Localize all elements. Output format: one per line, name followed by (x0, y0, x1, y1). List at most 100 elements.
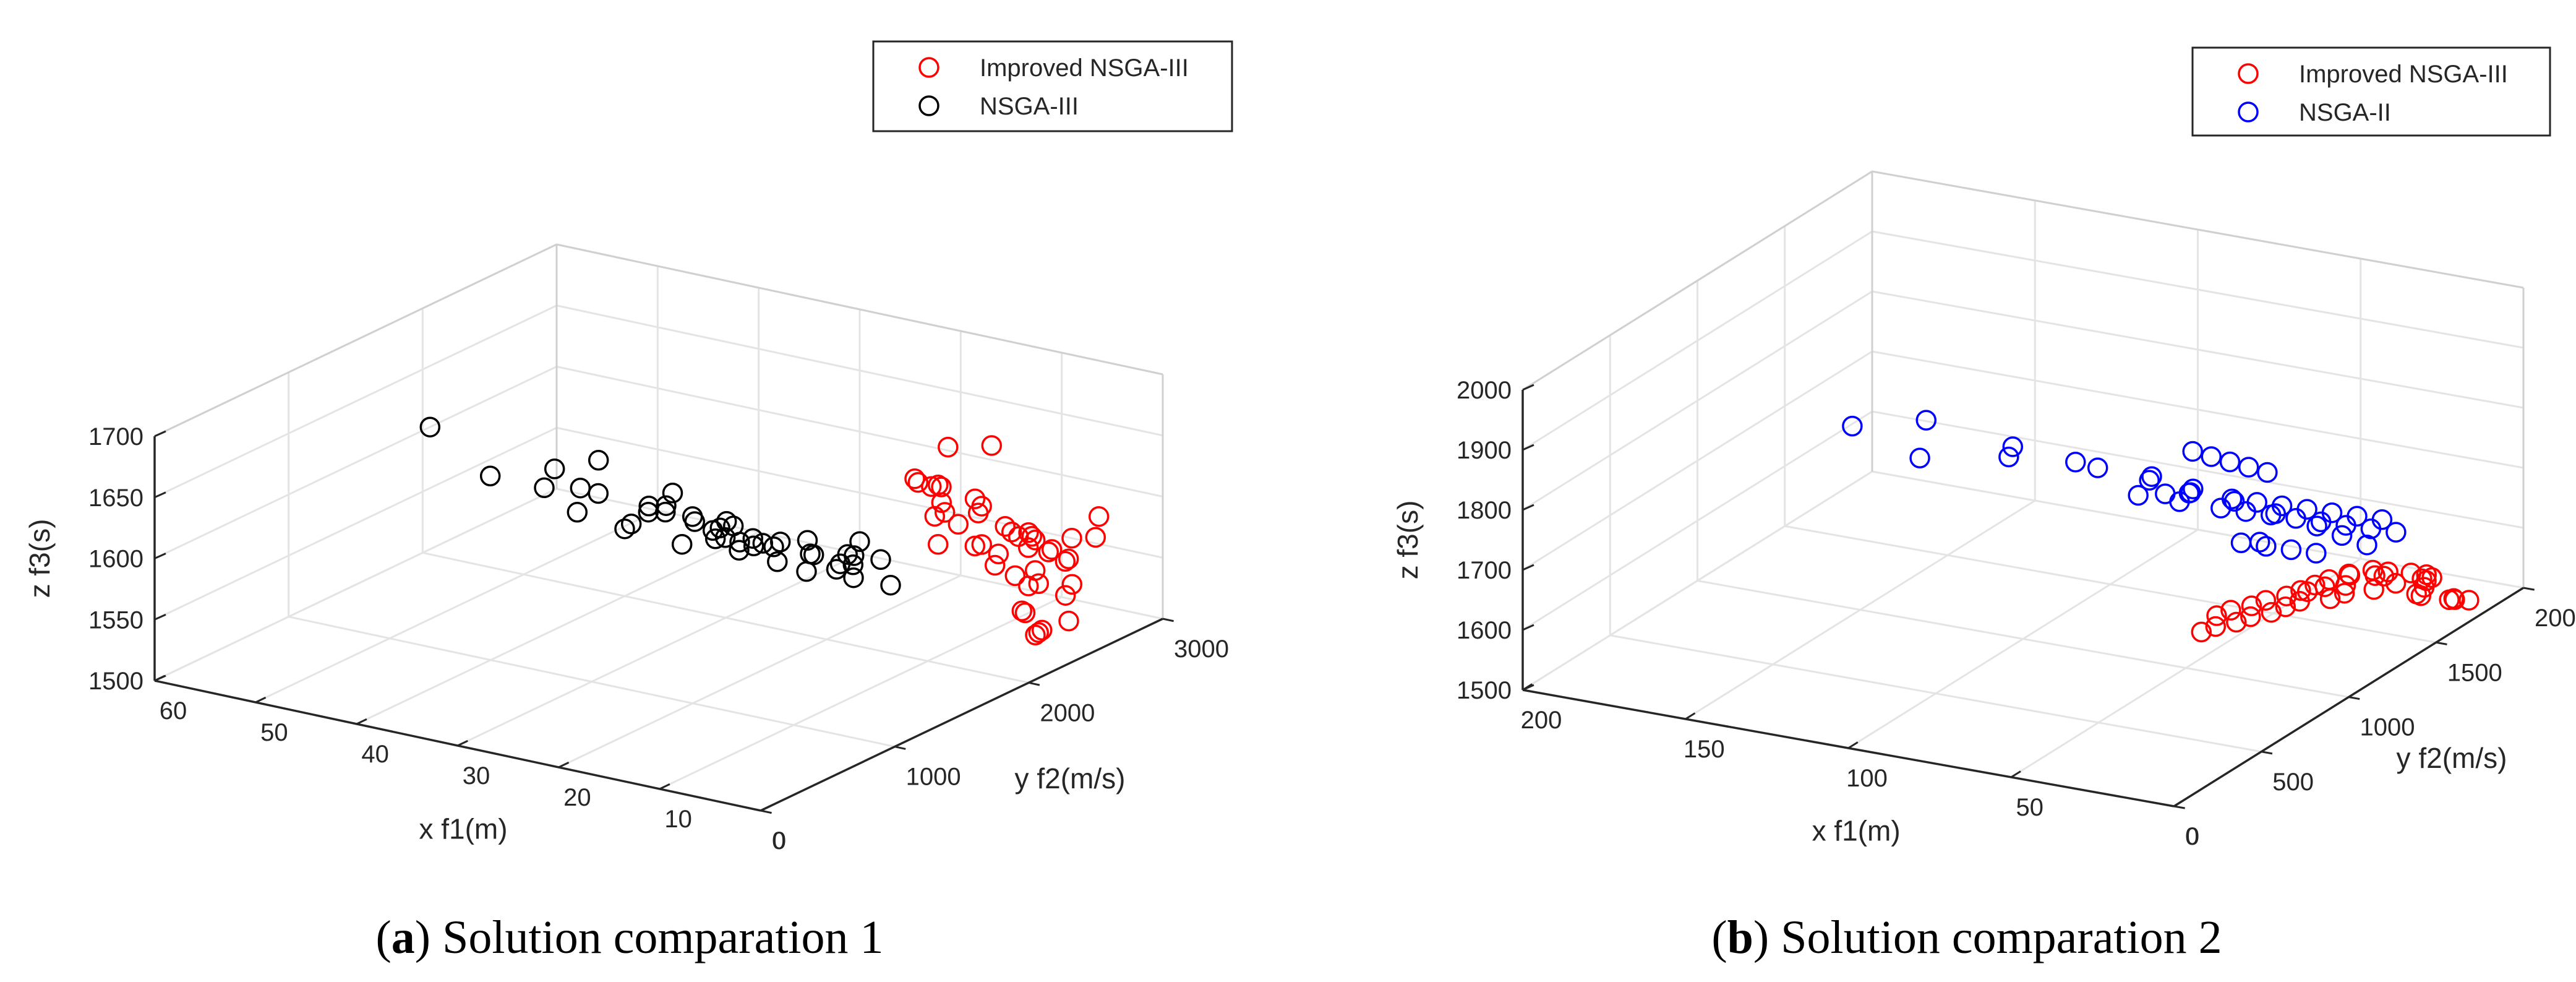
x-tick-label: 60 (160, 697, 187, 725)
caption-a-letter: a (392, 911, 415, 963)
data-point (843, 567, 864, 588)
data-point (1025, 624, 1046, 646)
data-point (2360, 518, 2382, 540)
x-tick-label: 100 (1846, 765, 1888, 792)
series-1 (1842, 410, 2407, 564)
data-point (2314, 576, 2335, 597)
data-point (924, 506, 946, 527)
legend-label: NSGA-III (980, 93, 1079, 120)
x-tick (255, 696, 267, 704)
data-point (2087, 457, 2108, 478)
data-point (2335, 575, 2356, 596)
x-tick (760, 804, 771, 812)
y-tick-label: 1000 (906, 764, 961, 791)
grid-line-x (558, 331, 962, 769)
y-tick-label: 2000 (2535, 605, 2576, 632)
data-point (2249, 532, 2270, 553)
data-point (588, 450, 609, 471)
x-tick-label: 30 (463, 762, 490, 790)
data-point (671, 533, 693, 555)
data-point (2155, 483, 2176, 504)
x-tick-label: 200 (1521, 707, 1562, 734)
data-point (971, 534, 993, 555)
data-point (1008, 526, 1029, 547)
series-0 (904, 435, 1110, 646)
caption-a: (a) Solution comparation 1 (375, 911, 883, 963)
data-point (2335, 515, 2356, 536)
data-point (2310, 511, 2332, 533)
y-tick-label: 1000 (2360, 714, 2415, 741)
caption-b-text: Solution comparation 2 (1769, 911, 2222, 963)
data-point (2183, 478, 2204, 499)
data-point (1061, 574, 1083, 595)
data-point (638, 501, 659, 523)
data-point (2356, 534, 2377, 556)
y-axis-label: y f2(m/s) (1015, 762, 1126, 795)
legend-label: Improved NSGA-III (980, 54, 1189, 82)
data-point (620, 514, 642, 535)
data-point (984, 554, 1006, 576)
data-point (931, 476, 952, 497)
data-point (2065, 452, 2086, 473)
data-point (1028, 622, 1050, 644)
y-tick-label: 500 (2272, 769, 2314, 796)
z-tick (1522, 444, 1534, 451)
legend-label: Improved NSGA-III (2299, 61, 2508, 88)
x-tick (1847, 741, 1859, 749)
data-point (2364, 565, 2386, 586)
z-tick-label: 1600 (88, 546, 143, 573)
data-point (2260, 504, 2282, 526)
y-tick-label: 1500 (2447, 659, 2502, 686)
data-point (743, 535, 764, 557)
z-tick-label: 1800 (1457, 497, 1512, 524)
data-point (614, 518, 635, 540)
grid-line-y (1697, 280, 2349, 698)
x-tick (558, 761, 570, 769)
legend-marker (918, 95, 939, 116)
data-point (2363, 579, 2384, 600)
data-point (1018, 522, 1039, 543)
pane-edge (1522, 170, 1873, 391)
data-point (729, 540, 750, 561)
data-point (1088, 506, 1110, 527)
data-point (1058, 610, 1079, 632)
data-point (2306, 515, 2327, 536)
data-point (709, 517, 730, 539)
data-point (2319, 588, 2341, 609)
data-point (638, 496, 659, 517)
data-point (2406, 584, 2427, 605)
data-point (2306, 543, 2327, 564)
z-tick-label: 1700 (1457, 557, 1512, 584)
data-point (1028, 573, 1050, 595)
data-point (769, 532, 791, 553)
data-point (2206, 605, 2227, 626)
data-point (870, 549, 891, 571)
data-point (2201, 446, 2222, 467)
data-point (1038, 541, 1059, 562)
data-point (2255, 590, 2277, 611)
data-point (971, 496, 992, 517)
data-point (2439, 589, 2460, 610)
data-point (2210, 497, 2232, 519)
caption-b: (b) Solution comparation 2 (1711, 911, 2222, 963)
y-tick (2523, 587, 2535, 591)
data-point (904, 468, 925, 489)
z-tick (1522, 684, 1534, 691)
z-tick-label: 1500 (1457, 677, 1512, 704)
y-tick (2348, 696, 2360, 700)
data-point (479, 465, 501, 487)
legend-box (872, 40, 1233, 132)
data-point (2339, 564, 2361, 586)
z-tick (154, 491, 166, 499)
data-point (927, 534, 949, 555)
pane-edge (556, 243, 1163, 376)
grid-line-z (154, 304, 1163, 499)
y-tick (894, 746, 906, 750)
data-point (2400, 562, 2422, 584)
x-tick-label: 50 (260, 719, 288, 746)
z-tick-label: 1550 (88, 606, 143, 634)
z-tick-label: 1650 (88, 485, 143, 512)
data-point (1061, 528, 1082, 549)
data-point (2141, 466, 2162, 487)
data-point (722, 515, 744, 536)
